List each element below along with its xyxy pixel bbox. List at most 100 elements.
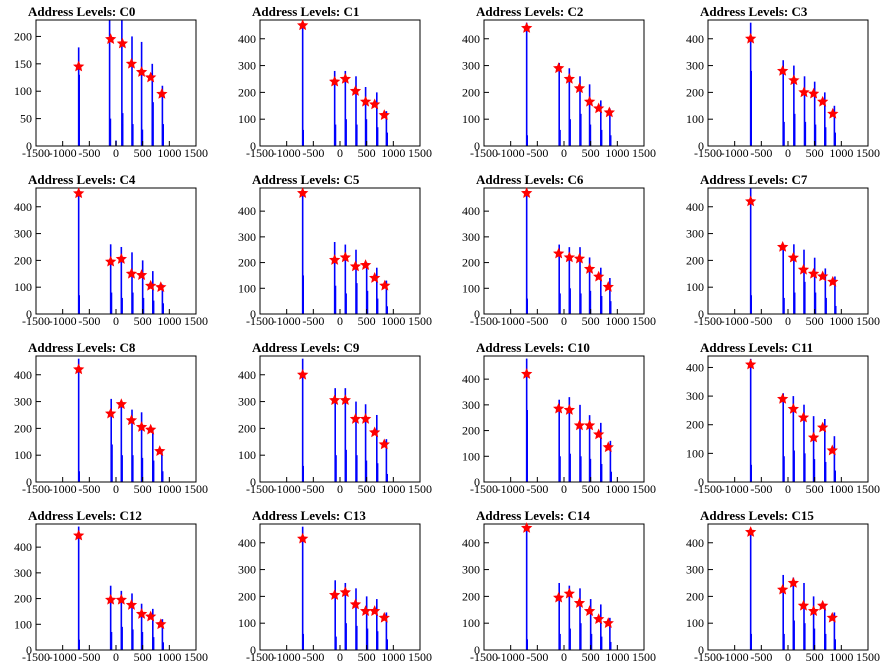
peak-marker	[105, 255, 117, 267]
histogram-bar	[141, 260, 144, 314]
histogram-bar	[121, 20, 123, 146]
histogram-bar	[600, 129, 603, 146]
y-tick-label: 400	[238, 204, 256, 218]
histogram-bar	[161, 449, 163, 482]
chart-panel: Address Levels: C12 0 100 200 300 400 -1500 -10…	[0, 504, 224, 672]
x-tick-label: 1000	[381, 650, 405, 664]
histogram-bar	[559, 293, 561, 314]
y-tick-label: 300	[686, 563, 704, 577]
peak-marker	[359, 605, 372, 616]
x-tick-label: 1500	[632, 482, 656, 496]
histogram-bar	[750, 633, 752, 650]
histogram-bar	[344, 70, 347, 146]
histogram-bar	[302, 275, 304, 314]
peak-marker	[349, 413, 362, 424]
y-tick-label: 100	[462, 281, 480, 295]
peak-marker	[125, 57, 138, 69]
y-tick-label: 0	[26, 139, 32, 153]
peak-marker	[583, 95, 596, 107]
x-tick-label: -500	[526, 314, 548, 328]
histogram-bar	[365, 596, 368, 650]
x-tick-label: 1500	[184, 146, 208, 160]
plot-frame	[35, 19, 197, 147]
histogram-bar	[600, 422, 602, 482]
histogram-bar	[110, 398, 112, 482]
peak-marker	[745, 358, 757, 370]
histogram-bar	[824, 127, 827, 146]
y-tick-label: 400	[14, 368, 32, 382]
histogram-bar	[782, 393, 784, 482]
histogram-bar	[386, 306, 388, 314]
histogram-bar	[803, 582, 805, 650]
y-tick-label: 400	[238, 32, 256, 46]
x-tick-label: -1500	[694, 482, 722, 496]
y-tick-label: 300	[462, 563, 480, 577]
y-tick-label: 0	[26, 307, 32, 321]
peak-marker	[787, 251, 799, 263]
y-tick-label: 200	[238, 589, 256, 603]
histogram-bar	[588, 415, 591, 482]
x-tick-label: 1000	[157, 650, 181, 664]
histogram-bar	[333, 242, 336, 314]
plot-frame	[483, 523, 645, 651]
chart-panel: Address Levels: C8 0 100 200 300 400 -1500 -100…	[0, 336, 224, 504]
histogram-bar	[334, 580, 336, 650]
peak-marker	[359, 95, 372, 107]
histogram-bar	[579, 76, 581, 146]
histogram-bar	[580, 293, 582, 314]
y-tick-label: 300	[462, 398, 480, 412]
y-tick-label: 400	[14, 200, 32, 214]
peak-marker	[826, 611, 838, 623]
chart-panel: Address Levels: C7 0 100 200 300 400 -1500 -100…	[672, 168, 896, 336]
peak-marker	[378, 109, 390, 120]
histogram-bar	[750, 464, 752, 482]
histogram-bar	[833, 612, 836, 650]
peak-marker	[807, 87, 820, 99]
x-tick-label: -500	[750, 146, 772, 160]
histogram-bar	[600, 100, 602, 146]
y-tick-label: 300	[462, 230, 480, 244]
x-tick-label: -1500	[470, 482, 498, 496]
histogram-bar	[580, 456, 582, 482]
plot-frame	[259, 523, 421, 651]
histogram-bar	[301, 358, 304, 482]
histogram-bar	[152, 637, 155, 650]
peak-marker	[807, 605, 820, 616]
histogram-bar	[600, 267, 602, 314]
x-tick-label: -1000	[273, 650, 301, 664]
y-tick-label: 100	[686, 446, 704, 460]
x-tick-label: -500	[78, 650, 100, 664]
peak-marker	[125, 599, 138, 610]
x-tick-label: 1000	[157, 314, 181, 328]
histogram-bar	[568, 397, 571, 482]
histogram-bar	[385, 280, 388, 314]
x-tick-label: 500	[582, 650, 600, 664]
x-tick-label: -500	[750, 314, 772, 328]
x-tick-label: 1000	[829, 314, 853, 328]
y-tick-label: 400	[462, 32, 480, 46]
x-tick-label: -1000	[721, 482, 749, 496]
histogram-bar	[588, 84, 591, 146]
x-tick-label: 1000	[829, 650, 853, 664]
y-tick-label: 0	[698, 475, 704, 489]
x-tick-label: 500	[582, 482, 600, 496]
y-tick-label: 0	[250, 643, 256, 657]
histogram-bar	[813, 628, 816, 650]
histogram-bar	[162, 642, 164, 650]
x-tick-label: 1500	[184, 314, 208, 328]
peak-marker	[378, 438, 390, 450]
peak-marker	[521, 368, 533, 379]
x-tick-label: -500	[302, 314, 324, 328]
x-tick-label: -1000	[273, 146, 301, 160]
histogram-bar	[152, 608, 154, 650]
histogram-bar	[814, 124, 817, 146]
x-tick-label: -1500	[470, 146, 498, 160]
histogram-bar	[141, 457, 144, 482]
x-tick-label: -1500	[694, 650, 722, 664]
histogram-bar	[109, 244, 112, 314]
histogram-bar	[782, 574, 784, 650]
y-tick-label: 50	[20, 112, 32, 126]
x-tick-label: 0	[337, 314, 343, 328]
x-tick-label: -1500	[470, 314, 498, 328]
x-tick-label: 0	[113, 650, 119, 664]
